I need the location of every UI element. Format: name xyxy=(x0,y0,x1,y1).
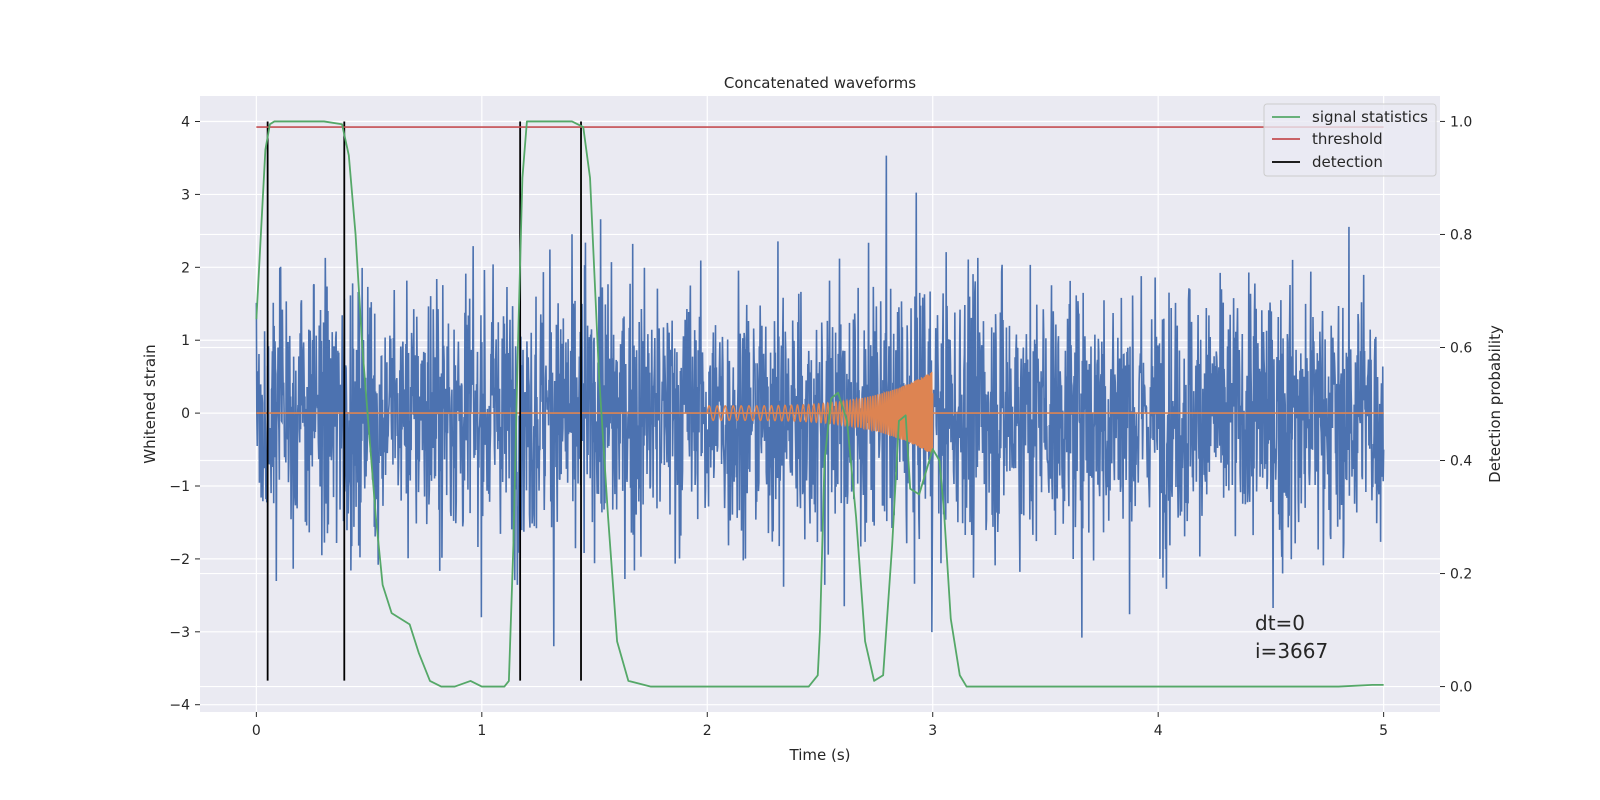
x-axis: 0 1 2 3 4 5 xyxy=(252,712,1388,739)
y-tick-label: −4 xyxy=(169,698,190,714)
signal-statistics-line xyxy=(255,120,1384,688)
y-tick-label: 1 xyxy=(181,333,190,349)
annotation-dt: dt=0 xyxy=(1255,611,1305,635)
y-tick-label: −2 xyxy=(169,552,190,568)
y2-tick-label: 0.8 xyxy=(1450,227,1472,243)
x-tick-label: 3 xyxy=(928,723,937,739)
y-axis-right: 0.0 0.2 0.4 0.6 0.8 1.0 xyxy=(1440,114,1472,696)
y2-axis-label: Detection probability xyxy=(1486,325,1504,483)
y-tick-label: 2 xyxy=(181,260,190,276)
x-axis-label: Time (s) xyxy=(789,746,851,764)
y2-tick-label: 0.6 xyxy=(1450,340,1472,356)
y-tick-label: −3 xyxy=(169,625,190,641)
legend-label-detection: detection xyxy=(1312,153,1383,171)
x-tick-label: 1 xyxy=(477,723,486,739)
legend-label-threshold: threshold xyxy=(1312,130,1383,148)
chart-title: Concatenated waveforms xyxy=(724,74,916,92)
y-tick-label: 3 xyxy=(181,187,190,203)
x-tick-label: 0 xyxy=(252,723,261,739)
annotation: dt=0 i=3667 xyxy=(1255,611,1328,663)
y-tick-label: 0 xyxy=(181,406,190,422)
legend-label-signal-statistics: signal statistics xyxy=(1312,108,1428,126)
legend-box xyxy=(1263,103,1437,177)
y-axis-left: −4 −3 −2 −1 0 1 2 3 4 xyxy=(169,115,200,714)
y2-tick-label: 0.0 xyxy=(1450,680,1472,696)
detection-series xyxy=(266,121,582,681)
legend: signal statistics threshold detection xyxy=(1263,103,1437,177)
signal-statistics-series xyxy=(255,120,1384,688)
x-tick-label: 5 xyxy=(1379,723,1388,739)
x-tick-label: 2 xyxy=(703,723,712,739)
annotation-i: i=3667 xyxy=(1255,639,1328,663)
y-axis-label: Whitened strain xyxy=(141,344,159,463)
y2-tick-label: 1.0 xyxy=(1450,114,1472,130)
waveform-chirp xyxy=(706,371,934,455)
y-tick-label: −1 xyxy=(169,479,190,495)
y2-tick-label: 0.4 xyxy=(1450,454,1472,470)
x-tick-label: 4 xyxy=(1154,723,1163,739)
y-tick-label: 4 xyxy=(181,115,190,131)
chirp-series xyxy=(256,371,1384,455)
y2-tick-label: 0.2 xyxy=(1450,567,1472,583)
